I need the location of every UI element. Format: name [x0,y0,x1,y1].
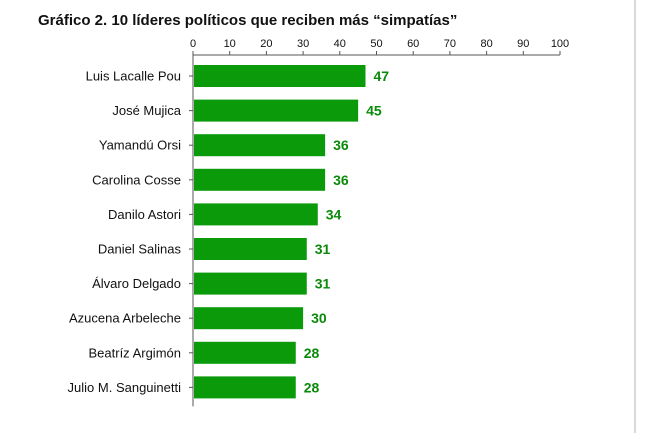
chart-title: Gráfico 2. 10 líderes políticos que reci… [38,12,458,29]
bar [194,376,296,399]
bars [194,65,366,399]
bar [194,272,307,295]
category-label: José Mujica [112,103,181,118]
category-label: Beatríz Argimón [89,345,182,360]
bar [194,341,296,364]
x-tick-label: 10 [224,38,236,50]
x-tick-label: 40 [334,38,346,50]
category-label: Álvaro Delgado [92,276,181,291]
category-label: Yamandú Orsi [99,138,181,153]
category-label: Daniel Salinas [98,242,182,257]
x-tick-label: 20 [260,38,272,50]
data-label: 30 [311,310,327,326]
data-label: 36 [333,137,349,153]
data-label: 47 [373,68,389,84]
data-label: 28 [304,379,320,395]
data-label: 36 [333,172,349,188]
x-tick-label: 30 [297,38,309,50]
category-label: Azucena Arbeleche [69,311,181,326]
bar [194,134,326,157]
x-tick-label: 70 [444,38,456,50]
category-label: Luis Lacalle Pou [86,69,181,84]
data-label: 28 [304,345,320,361]
x-tick-label: 50 [370,38,382,50]
category-label: Carolina Cosse [92,172,181,187]
data-label: 45 [366,103,382,119]
bar [194,99,359,122]
x-tick-label: 60 [407,38,419,50]
x-tick-label: 100 [551,38,569,50]
x-tick-label: 0 [190,38,196,50]
data-label: 31 [315,241,331,257]
page-edge [634,0,636,433]
bar [194,65,366,87]
x-tick-label: 90 [517,38,529,50]
bar [194,168,326,191]
category-label: Julio M. Sanguinetti [68,380,182,395]
labels: Luis Lacalle Pou 47 José Mujica 45 Yamandú O… [68,68,390,395]
category-label: Danilo Astori [108,207,181,222]
data-label: 31 [315,276,331,292]
data-label: 34 [326,206,342,222]
bar [194,238,307,260]
x-axis: 0 10 20 30 40 50 60 70 80 90 100 [189,38,569,407]
bar [194,307,304,330]
bar [194,203,318,226]
x-tick-label: 80 [480,38,492,50]
